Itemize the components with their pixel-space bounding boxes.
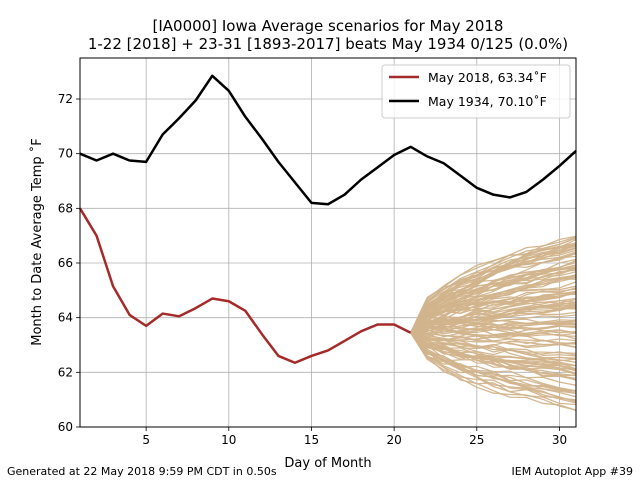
scenario-line <box>410 332 577 394</box>
scenario-line <box>410 297 577 334</box>
y-tick-label: 70 <box>58 147 73 161</box>
footer-generated-text: Generated at 22 May 2018 9:59 PM CDT in … <box>7 465 277 478</box>
x-tick-label: 20 <box>386 433 401 447</box>
scenario-line <box>410 246 577 334</box>
scenario-line <box>410 332 577 345</box>
scenario-line <box>410 276 577 334</box>
scenario-line <box>410 332 577 356</box>
x-tick-label: 10 <box>221 433 236 447</box>
scenario-line <box>410 332 577 371</box>
footer-app-text: IEM Autoplot App #39 <box>512 465 634 478</box>
scenario-line <box>410 245 577 334</box>
scenario-line <box>410 301 577 334</box>
scenario-line <box>410 264 577 334</box>
x-tick-label: 30 <box>552 433 567 447</box>
scenario-line <box>410 262 577 334</box>
legend: May 2018, 63.34˚F May 1934, 70.10˚F <box>381 64 571 119</box>
scenario-line <box>410 255 577 334</box>
scenario-line <box>410 237 577 333</box>
scenario-line <box>410 332 577 362</box>
scenario-line <box>410 332 577 375</box>
y-tick-label: 62 <box>58 365 73 379</box>
x-tick-label: 15 <box>304 433 319 447</box>
scenario-line <box>410 332 577 393</box>
scenario-line <box>410 305 577 334</box>
scenario-line <box>410 332 577 370</box>
scenario-line <box>410 332 577 354</box>
scenario-line <box>410 332 577 411</box>
scenario-line <box>410 319 577 334</box>
y-tick-label: 72 <box>58 92 73 106</box>
scenario-line <box>410 267 577 334</box>
scenario-line <box>410 244 577 334</box>
scenario-line <box>410 291 577 334</box>
y-tick-label: 60 <box>58 420 73 434</box>
legend-label-may-1934: May 1934, 70.10˚F <box>428 94 547 109</box>
x-axis-label: Day of Month <box>284 456 371 471</box>
plot-frame <box>79 57 577 428</box>
x-tick-label: 5 <box>142 433 150 447</box>
chart-title: [IA0000] Iowa Average scenarios for May … <box>153 17 504 35</box>
y-tick-label: 66 <box>58 256 73 270</box>
grid <box>80 58 576 428</box>
legend-label-may-2018: May 2018, 63.34˚F <box>428 70 547 85</box>
scenario-lines <box>410 235 577 411</box>
scenario-line <box>410 332 577 381</box>
scenario-line <box>410 332 577 359</box>
axis-ticks: 5 10 15 20 25 30 60 62 64 66 68 70 72 <box>58 92 567 447</box>
legend-box <box>381 64 571 119</box>
y-axis-label: Month to Date Average Temp ˚F <box>29 138 45 346</box>
y-tick-label: 68 <box>58 201 73 215</box>
chart-subtitle: 1-22 [2018] + 23-31 [1893-2017] beats Ma… <box>88 35 568 53</box>
y-tick-label: 64 <box>58 311 73 325</box>
x-tick-label: 25 <box>469 433 484 447</box>
series-line-may-2018 <box>78 207 412 365</box>
scenario-line <box>410 311 577 334</box>
scenario-line <box>410 290 577 334</box>
scenario-line <box>410 332 577 402</box>
series-line-may-1934 <box>79 74 577 206</box>
series-lines <box>78 74 577 365</box>
scenario-line <box>410 327 577 336</box>
scenario-line <box>410 290 577 334</box>
